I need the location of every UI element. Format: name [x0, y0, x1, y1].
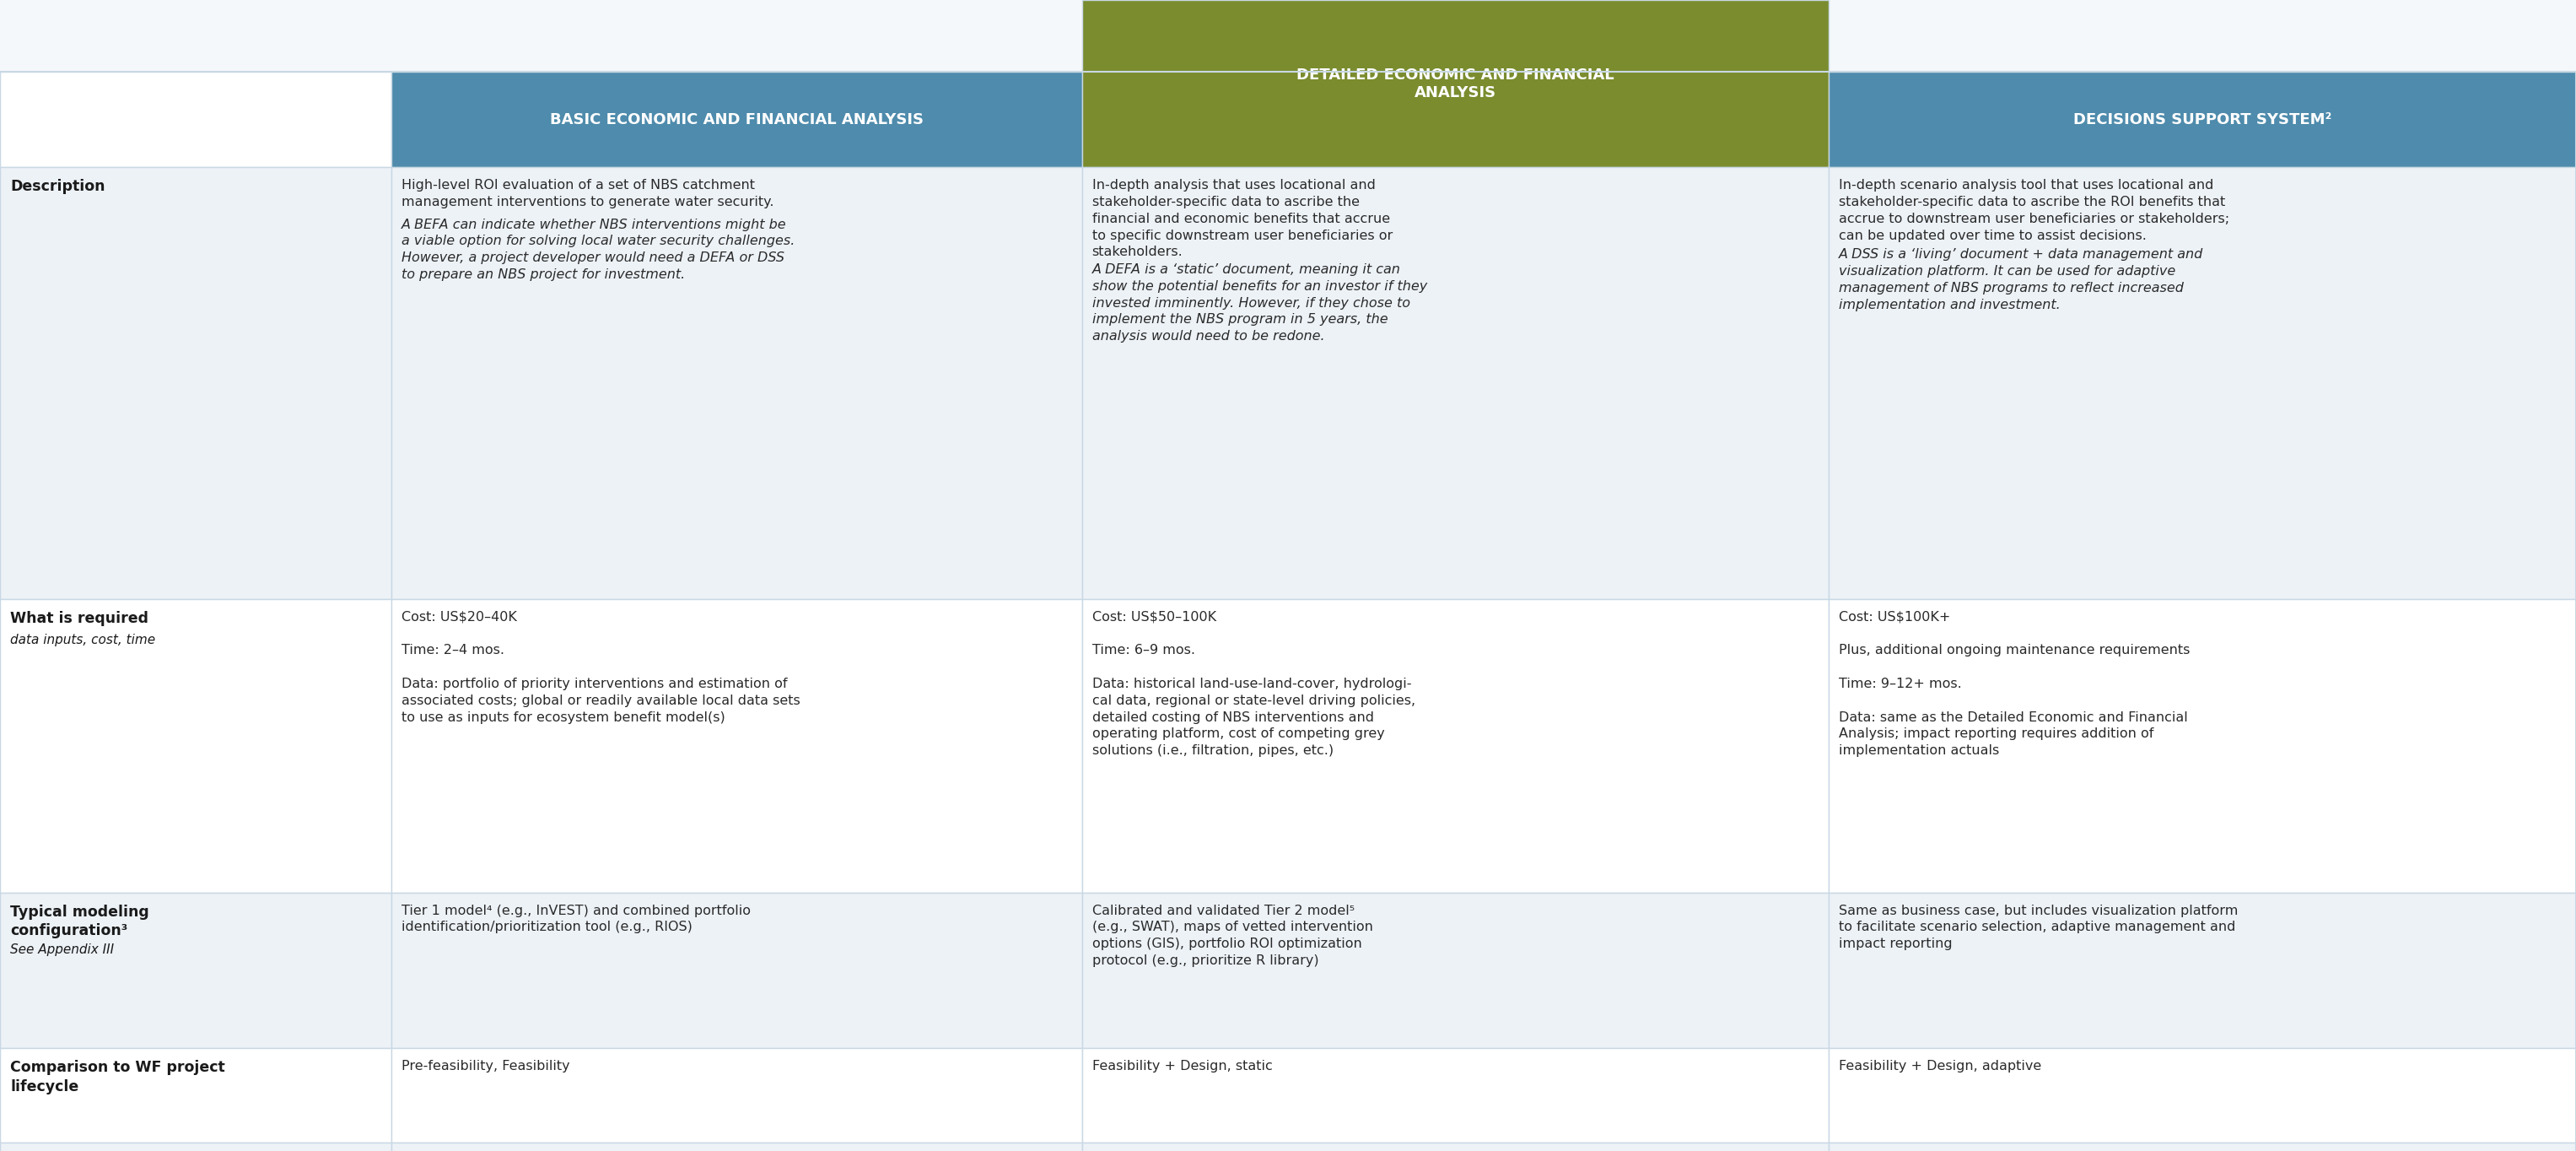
- Bar: [0, 167, 392, 599]
- Bar: [1829, 892, 2576, 1047]
- Bar: [1082, 167, 1829, 599]
- Text: Tier 1 model⁴ (e.g., InVEST) and combined portfolio
identification/prioritizatio: Tier 1 model⁴ (e.g., InVEST) and combine…: [402, 905, 750, 933]
- Text: Comparison to WF project
lifecycle: Comparison to WF project lifecycle: [10, 1060, 224, 1095]
- Text: See Appendix III: See Appendix III: [10, 944, 113, 956]
- Text: Feasibility + Design, static: Feasibility + Design, static: [1092, 1060, 1273, 1073]
- Bar: [0, 599, 392, 892]
- Bar: [0, 892, 392, 1047]
- Text: Cost: US$20–40K

Time: 2–4 mos.

Data: portfolio of priority interventions and e: Cost: US$20–40K Time: 2–4 mos. Data: por…: [402, 611, 801, 724]
- Bar: [1082, 1142, 1829, 1151]
- Text: Same as business case, but includes visualization platform
to facilitate scenari: Same as business case, but includes visu…: [1839, 905, 2239, 951]
- Text: High-level ROI evaluation of a set of NBS catchment
management interventions to : High-level ROI evaluation of a set of NB…: [402, 180, 773, 208]
- Text: A DEFA is a ‘static’ document, meaning it can
show the potential benefits for an: A DEFA is a ‘static’ document, meaning i…: [1092, 264, 1427, 343]
- Text: Typical modeling
configuration³: Typical modeling configuration³: [10, 905, 149, 939]
- Text: What is required: What is required: [10, 611, 149, 626]
- Text: Pre-feasibility, Feasibility: Pre-feasibility, Feasibility: [402, 1060, 569, 1073]
- Bar: [392, 599, 1082, 892]
- Text: Cost: US$100K+

Plus, additional ongoing maintenance requirements

Time: 9–12+ m: Cost: US$100K+ Plus, additional ongoing …: [1839, 611, 2190, 757]
- Bar: [1082, 599, 1829, 892]
- Text: A DSS is a ‘living’ document + data management and
visualization platform. It ca: A DSS is a ‘living’ document + data mana…: [1839, 249, 2202, 311]
- Text: Cost: US$50–100K

Time: 6–9 mos.

Data: historical land-use-land-cover, hydrolog: Cost: US$50–100K Time: 6–9 mos. Data: hi…: [1092, 611, 1414, 757]
- Bar: [0, 1047, 392, 1142]
- Text: In-depth scenario analysis tool that uses locational and
stakeholder-specific da: In-depth scenario analysis tool that use…: [1839, 180, 2231, 242]
- Text: Calibrated and validated Tier 2 model⁵
(e.g., SWAT), maps of vetted intervention: Calibrated and validated Tier 2 model⁵ (…: [1092, 905, 1373, 967]
- Text: Description: Description: [10, 180, 106, 195]
- Text: A BEFA can indicate whether NBS interventions might be
a viable option for solvi: A BEFA can indicate whether NBS interven…: [402, 219, 796, 281]
- Text: DECISIONS SUPPORT SYSTEM²: DECISIONS SUPPORT SYSTEM²: [2074, 112, 2331, 127]
- Bar: [392, 892, 1082, 1047]
- Bar: [1829, 71, 2576, 167]
- Text: DETAILED ECONOMIC AND FINANCIAL
ANALYSIS: DETAILED ECONOMIC AND FINANCIAL ANALYSIS: [1296, 67, 1615, 100]
- Bar: [392, 71, 1082, 167]
- Bar: [0, 1142, 392, 1151]
- Text: Feasibility + Design, adaptive: Feasibility + Design, adaptive: [1839, 1060, 2043, 1073]
- Text: BASIC ECONOMIC AND FINANCIAL ANALYSIS: BASIC ECONOMIC AND FINANCIAL ANALYSIS: [549, 112, 925, 127]
- Bar: [1082, 892, 1829, 1047]
- Bar: [1082, 1047, 1829, 1142]
- Text: In-depth analysis that uses locational and
stakeholder-specific data to ascribe : In-depth analysis that uses locational a…: [1092, 180, 1394, 259]
- Bar: [392, 1047, 1082, 1142]
- Bar: [1829, 1047, 2576, 1142]
- Bar: [392, 167, 1082, 599]
- Bar: [1829, 1142, 2576, 1151]
- Bar: [392, 1142, 1082, 1151]
- Bar: [0, 71, 392, 167]
- Text: data inputs, cost, time: data inputs, cost, time: [10, 634, 155, 647]
- Bar: [1829, 167, 2576, 599]
- Bar: [1082, 0, 1829, 167]
- Bar: [1829, 599, 2576, 892]
